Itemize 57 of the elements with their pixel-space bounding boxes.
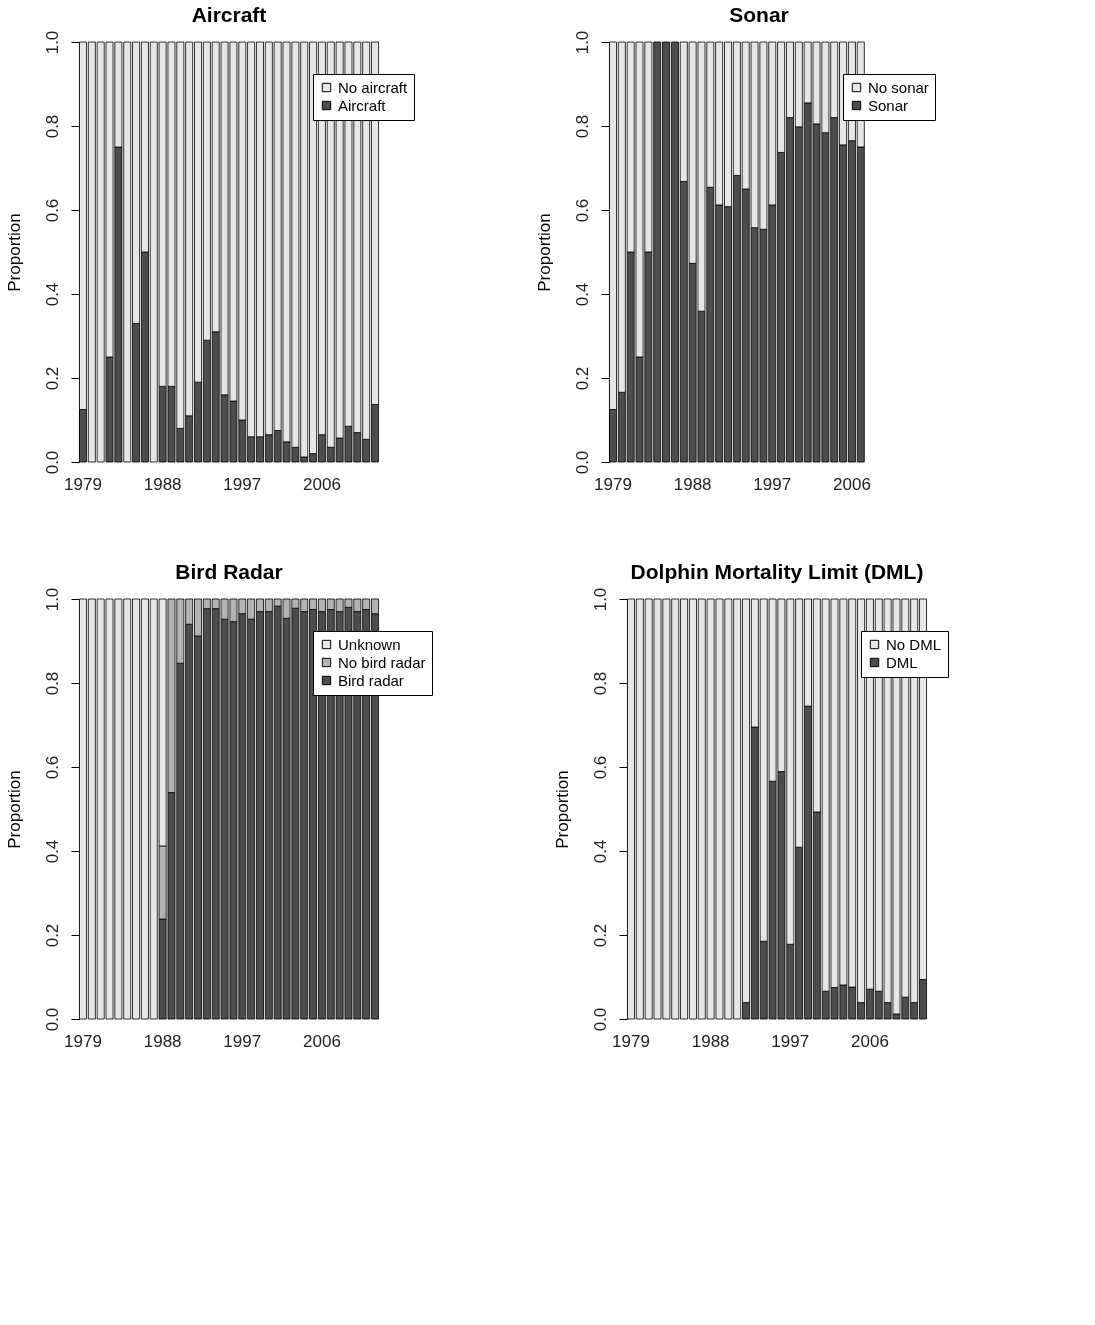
y-axis-title: Proportion: [4, 770, 24, 849]
x-tick-label: 2006: [851, 1031, 889, 1051]
y-tick-label: 0.2: [42, 366, 62, 391]
x-tick-label: 1997: [223, 1031, 262, 1051]
legend-label: No bird radar: [338, 653, 426, 671]
y-tick-label: 0.8: [42, 671, 62, 696]
chart-title: Bird Radar: [175, 560, 283, 584]
y-tick-label: 0.8: [590, 671, 610, 696]
y-tick-label: 0.4: [42, 282, 62, 307]
legend-label: No aircraft: [338, 78, 409, 96]
x-tick-label: 1988: [143, 1031, 182, 1051]
y-tick-label: 0.6: [42, 198, 62, 223]
y-tick-label: 1.0: [590, 587, 610, 612]
x-tick-label: 1988: [673, 474, 712, 494]
x-tick-label: 1997: [753, 474, 792, 494]
x-tick-label: 2006: [303, 474, 341, 494]
y-tick-label: 1.0: [42, 30, 62, 55]
legend-label: No DML: [886, 635, 942, 653]
legend-label: Aircraft: [338, 96, 387, 114]
x-tick-label: 1988: [691, 1031, 730, 1051]
y-tick-label: 0.0: [590, 1007, 610, 1032]
x-tick-label: 1979: [64, 474, 102, 494]
y-tick-label: 0.4: [590, 839, 610, 864]
y-tick-label: 0.8: [572, 114, 592, 139]
y-tick-label: 1.0: [42, 587, 62, 612]
y-tick-label: 0.0: [572, 450, 592, 475]
x-tick-label: 2006: [833, 474, 871, 494]
y-tick-label: 1.0: [572, 30, 592, 55]
legend-label: No sonar: [868, 78, 929, 96]
x-tick-label: 1979: [594, 474, 632, 494]
x-tick-label: 1997: [771, 1031, 810, 1051]
y-tick-label: 0.4: [42, 839, 62, 864]
y-axis-title: Proportion: [4, 213, 24, 292]
y-tick-label: 0.0: [42, 450, 62, 475]
chart-title: Sonar: [729, 3, 789, 27]
x-tick-label: 1997: [223, 474, 262, 494]
y-axis-title: Proportion: [534, 213, 554, 292]
y-tick-label: 0.2: [572, 366, 592, 391]
y-tick-label: 0.0: [42, 1007, 62, 1032]
y-tick-label: 0.6: [42, 755, 62, 780]
y-tick-label: 0.2: [590, 923, 610, 948]
y-tick-label: 0.8: [42, 114, 62, 139]
x-tick-label: 1988: [143, 474, 182, 494]
y-tick-label: 0.4: [572, 282, 592, 307]
legend-label: Unknown: [338, 635, 401, 653]
y-tick-label: 0.6: [572, 198, 592, 223]
legend-label: DML: [886, 653, 918, 671]
chart-title: Aircraft: [191, 3, 267, 27]
legend-label: Bird radar: [338, 671, 404, 689]
y-tick-label: 0.6: [590, 755, 610, 780]
legend-label: Sonar: [868, 96, 909, 114]
x-tick-label: 1979: [612, 1031, 650, 1051]
x-tick-label: 2006: [303, 1031, 341, 1051]
y-axis-title: Proportion: [552, 770, 572, 849]
x-tick-label: 1979: [64, 1031, 102, 1051]
y-tick-label: 0.2: [42, 923, 62, 948]
chart-title: Dolphin Mortality Limit (DML): [630, 560, 924, 584]
